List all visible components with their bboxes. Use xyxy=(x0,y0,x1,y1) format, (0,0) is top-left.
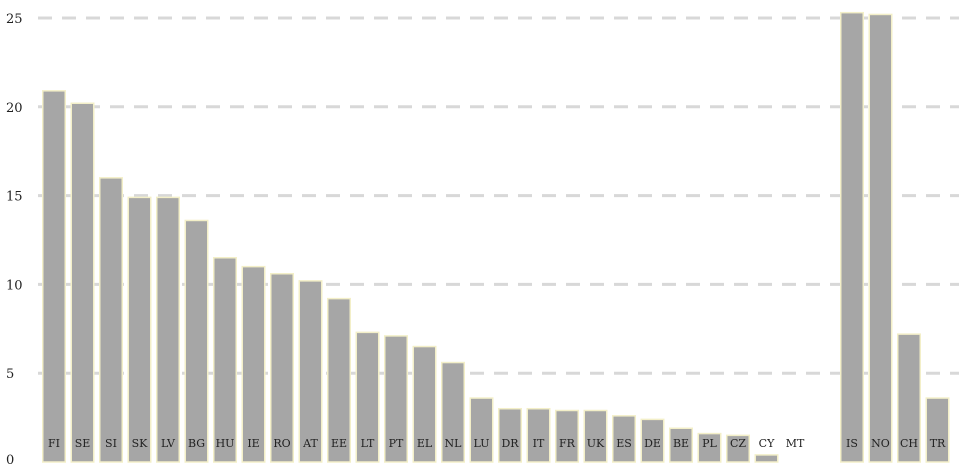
category-label-at: AT xyxy=(302,437,318,450)
category-label-be: BE xyxy=(673,437,689,450)
category-label-hu: HU xyxy=(216,437,235,450)
category-label-lv: LV xyxy=(161,437,176,450)
category-label-nl: NL xyxy=(445,437,463,450)
category-label-se: SE xyxy=(75,437,91,450)
category-label-fr: FR xyxy=(559,437,576,450)
category-label-mt: MT xyxy=(786,437,805,450)
category-label-lt: LT xyxy=(361,437,375,450)
bar-cz xyxy=(726,434,750,463)
bar-hu xyxy=(213,257,237,463)
category-label-ie: IE xyxy=(247,437,259,450)
y-tick-label: 25 xyxy=(6,12,23,27)
y-tick-label: 10 xyxy=(6,278,23,293)
category-label-sk: SK xyxy=(132,437,149,450)
category-label-uk: UK xyxy=(587,437,605,450)
category-label-ro: RO xyxy=(273,437,290,450)
bar-fr xyxy=(555,409,579,463)
bar-no xyxy=(868,13,893,463)
y-tick-label: 0 xyxy=(6,453,14,464)
bar-ro xyxy=(270,272,294,463)
bar-lt xyxy=(355,331,380,463)
category-label-de: DE xyxy=(644,437,661,450)
bar-si xyxy=(99,177,123,463)
category-label-pl: PL xyxy=(702,437,717,450)
bar-uk xyxy=(583,409,608,463)
bar-pt xyxy=(384,335,408,463)
category-label-tr: TR xyxy=(930,437,946,450)
category-label-cy: CY xyxy=(759,437,775,450)
category-label-is: IS xyxy=(846,437,858,450)
bar-de xyxy=(640,418,665,463)
bar-fi xyxy=(42,90,66,463)
category-label-no: NO xyxy=(871,437,890,450)
bar-nl xyxy=(441,361,465,463)
bar-es xyxy=(612,415,636,463)
y-tick-label: 15 xyxy=(6,190,23,205)
bar-ie xyxy=(241,265,266,463)
category-label-si: SI xyxy=(105,437,117,450)
bar-it xyxy=(526,407,551,463)
bar-at xyxy=(298,280,323,463)
category-label-dr: DR xyxy=(501,437,519,450)
category-label-fi: FI xyxy=(48,437,60,450)
bar-be xyxy=(669,427,693,463)
bar-is xyxy=(840,11,864,463)
category-label-lu: LU xyxy=(474,437,490,450)
category-label-bg: BG xyxy=(188,437,205,450)
bar-lu xyxy=(469,397,494,463)
bar-cy xyxy=(754,454,779,463)
y-axis-ticks: 0 5 10 15 20 25 xyxy=(6,12,23,464)
category-label-pt: PT xyxy=(389,437,404,450)
bar-lv xyxy=(156,196,180,463)
bar-bg xyxy=(184,219,209,463)
y-tick-label: 20 xyxy=(6,101,23,116)
bar-sk xyxy=(127,196,152,463)
bar-tr xyxy=(925,397,950,463)
bars xyxy=(42,11,950,463)
category-label-it: IT xyxy=(533,437,545,450)
y-tick-label: 5 xyxy=(6,367,14,382)
category-label-ch: CH xyxy=(900,437,918,450)
bar-pl xyxy=(697,432,722,463)
bar-el xyxy=(412,345,437,463)
category-label-es: ES xyxy=(616,437,632,450)
bar-ch xyxy=(897,333,921,463)
category-label-cz: CZ xyxy=(730,437,746,450)
category-labels: FI SE SI SK LV BG HU IE RO AT EE LT PT EL NL LU DR IT FR UK… xyxy=(48,437,946,450)
bar-se xyxy=(70,102,95,463)
category-label-el: EL xyxy=(417,437,433,450)
bar-ee xyxy=(327,297,351,463)
bar-dr xyxy=(498,407,522,463)
category-label-ee: EE xyxy=(331,437,347,450)
